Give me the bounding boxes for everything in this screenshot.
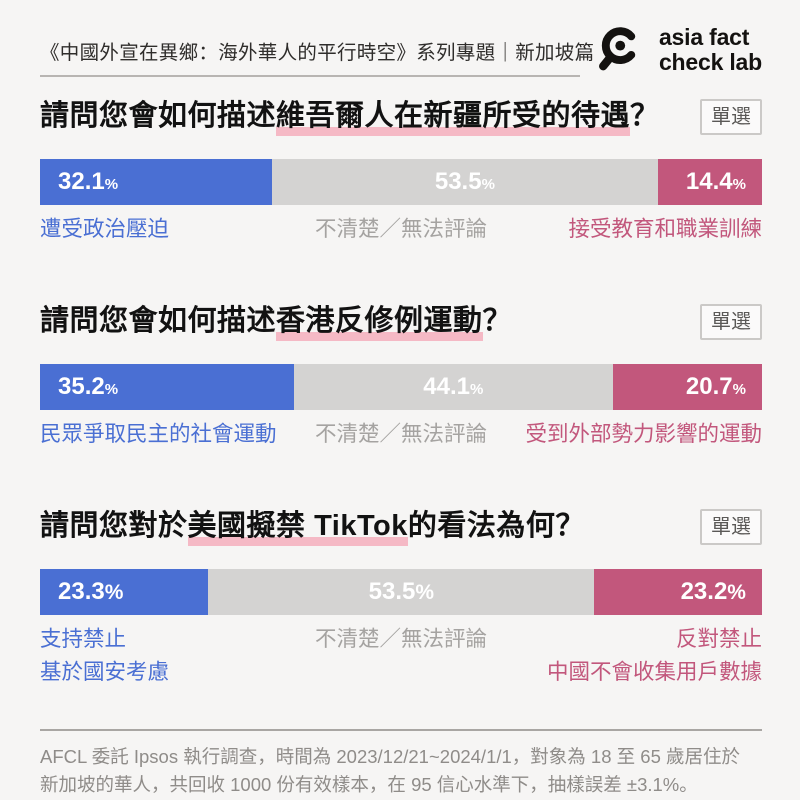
label-left: 民眾爭取民主的社會運動 bbox=[40, 422, 277, 446]
methodology-line1: AFCL 委託 Ipsos 執行調查，時間為 2023/12/21~2024/1… bbox=[40, 746, 741, 767]
logo-line1: asia fact bbox=[658, 24, 750, 51]
segment-value: 53.5% bbox=[368, 578, 435, 605]
single-choice-badge: 單選 bbox=[700, 304, 762, 340]
series-title: 《中國外宣在異鄉：海外華人的平行時空》系列專題｜新加坡篇 bbox=[40, 41, 595, 64]
segment-value: 32.1% bbox=[58, 168, 119, 195]
title-highlight: 美國擬禁 TikTok bbox=[187, 510, 408, 546]
bar-segment-rose: 23.2% bbox=[594, 569, 762, 615]
question-block-xinjiang: 請問您會如何描述維吾爾人在新疆所受的待遇？ 單選 32.1% 53.5% 14.… bbox=[40, 97, 762, 244]
label-left: 支持禁止 基於國安考慮 bbox=[40, 627, 170, 684]
methodology-line2: 新加坡的華人，共回收 1000 份有效樣本，在 95 信心水準下，抽樣誤差 ±3… bbox=[40, 773, 698, 795]
question-header: 請問您會如何描述維吾爾人在新疆所受的待遇？ 單選 bbox=[40, 97, 762, 136]
title-prefix: 請問您對於 bbox=[40, 510, 188, 542]
segment-value: 44.1% bbox=[423, 373, 484, 400]
single-choice-badge: 單選 bbox=[700, 509, 762, 545]
segment-value: 20.7% bbox=[685, 373, 746, 400]
question-block-hongkong: 請問您會如何描述香港反修例運動？ 單選 35.2% 44.1% 20.7% 民眾… bbox=[40, 302, 762, 449]
label-middle: 不清楚／無法評論 bbox=[314, 627, 488, 651]
question-header: 請問您對於美國擬禁 TikTok的看法為何？ 單選 bbox=[40, 507, 762, 546]
stacked-bar: 32.1% 53.5% 14.4% bbox=[40, 159, 762, 205]
segment-value: 14.4% bbox=[685, 168, 746, 195]
title-prefix: 請問您會如何描述 bbox=[40, 305, 277, 337]
segment-labels: 遭受政治壓迫 不清楚／無法評論 接受教育和職業訓練 bbox=[40, 215, 762, 244]
segment-labels: 民眾爭取民主的社會運動 不清楚／無法評論 受到外部勢力影響的運動 bbox=[40, 420, 762, 449]
label-middle: 不清楚／無法評論 bbox=[314, 422, 488, 446]
single-choice-badge: 單選 bbox=[700, 99, 762, 135]
question-block-tiktok: 請問您對於美國擬禁 TikTok的看法為何？ 單選 23.3% 53.5% 23… bbox=[40, 507, 762, 687]
bar-segment-gray: 53.5% bbox=[271, 159, 659, 205]
afcl-logo: asia fact check lab bbox=[594, 22, 762, 78]
stacked-bar: 23.3% 53.5% 23.2% bbox=[40, 569, 762, 615]
segment-value: 23.2% bbox=[680, 578, 746, 605]
label-right: 受到外部勢力影響的運動 bbox=[525, 422, 762, 446]
question-title: 請問您對於美國擬禁 TikTok的看法為何？ bbox=[40, 507, 585, 546]
bar-segment-blue: 32.1% bbox=[40, 159, 272, 205]
questions-area: 請問您會如何描述維吾爾人在新疆所受的待遇？ 單選 32.1% 53.5% 14.… bbox=[40, 97, 762, 687]
magnifier-logo-icon bbox=[594, 22, 650, 78]
footer-divider bbox=[40, 729, 762, 731]
label-right: 接受教育和職業訓練 bbox=[568, 217, 762, 241]
question-title: 請問您會如何描述香港反修例運動？ bbox=[40, 302, 513, 341]
bar-segment-blue: 35.2% bbox=[40, 364, 295, 410]
bar-segment-rose: 14.4% bbox=[658, 159, 762, 205]
logo-wordmark: asia fact check lab bbox=[659, 25, 762, 75]
methodology-note: AFCL 委託 Ipsos 執行調查，時間為 2023/12/21~2024/1… bbox=[40, 743, 762, 799]
title-suffix: ？ bbox=[482, 305, 513, 337]
label-right: 反對禁止 中國不會收集用戶數據 bbox=[546, 627, 762, 684]
bar-segment-blue: 23.3% bbox=[40, 569, 209, 615]
title-suffix: 的看法為何？ bbox=[407, 510, 585, 542]
label-middle: 不清楚／無法評論 bbox=[314, 217, 488, 241]
logo-line2: check lab bbox=[658, 49, 762, 75]
segment-value: 23.3% bbox=[58, 578, 124, 605]
header: 《中國外宣在異鄉：海外華人的平行時空》系列專題｜新加坡篇 asia fact c… bbox=[40, 22, 762, 78]
label-left: 遭受政治壓迫 bbox=[40, 217, 170, 241]
question-title: 請問您會如何描述維吾爾人在新疆所受的待遇？ bbox=[40, 97, 660, 136]
stacked-bar: 35.2% 44.1% 20.7% bbox=[40, 364, 762, 410]
question-header: 請問您會如何描述香港反修例運動？ 單選 bbox=[40, 302, 762, 341]
title-highlight: 香港反修例運動 bbox=[276, 305, 483, 341]
segment-value: 35.2% bbox=[58, 373, 119, 400]
title-suffix: ？ bbox=[630, 100, 660, 132]
title-prefix: 請問您會如何描述 bbox=[40, 100, 277, 132]
bar-segment-gray: 44.1% bbox=[294, 364, 613, 410]
segment-value: 53.5% bbox=[434, 168, 495, 195]
bar-segment-gray: 53.5% bbox=[208, 569, 595, 615]
bar-segment-rose: 20.7% bbox=[612, 364, 762, 410]
header-divider bbox=[40, 75, 580, 77]
segment-labels: 支持禁止 基於國安考慮 不清楚／無法評論 反對禁止 中國不會收集用戶數據 bbox=[40, 625, 762, 687]
title-highlight: 維吾爾人在新疆所受的待遇 bbox=[276, 100, 631, 136]
